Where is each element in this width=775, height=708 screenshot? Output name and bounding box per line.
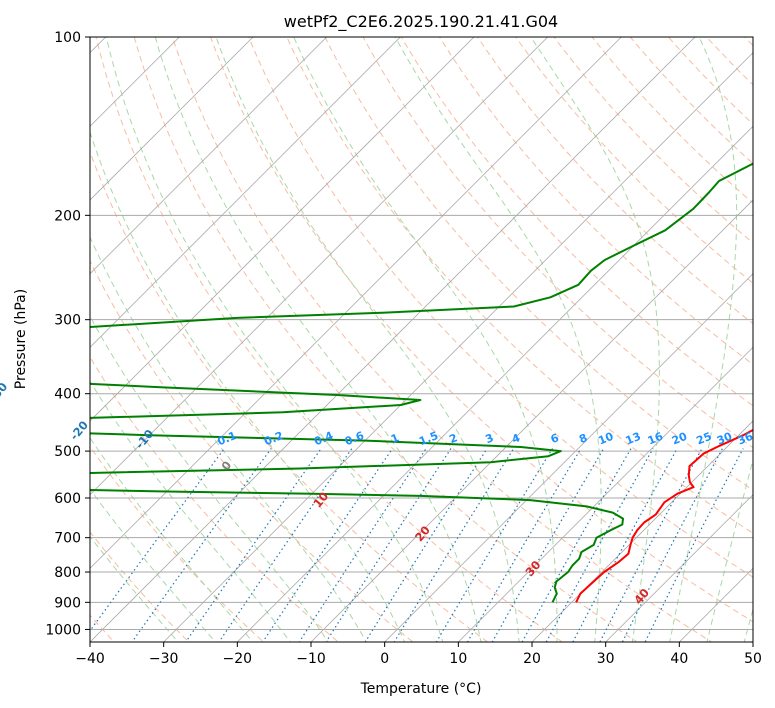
dry-adiabat-line — [209, 37, 753, 623]
isotherm-line — [310, 199, 753, 642]
mixing-ratio-line — [393, 448, 515, 642]
mixing-ratio-label: 3 — [484, 431, 496, 446]
mixing-ratio-label: 25 — [695, 430, 714, 448]
moist-adiabat-line — [154, 37, 482, 642]
x-tick-label: 30 — [597, 651, 615, 667]
isotherms — [90, 37, 753, 642]
temperature-profile-line — [575, 428, 753, 603]
dry-adiabat-line — [286, 37, 753, 534]
y-tick-label: 900 — [54, 595, 81, 611]
moist-adiabat-line — [90, 436, 254, 642]
mixing-ratio-label: 36 — [736, 430, 755, 448]
dewpoint-profile-line — [90, 162, 753, 603]
y-tick-label: 1000 — [45, 622, 81, 638]
mixing-ratio-line — [545, 448, 654, 642]
dry-adiabat-label: -30 — [0, 380, 10, 405]
mixing-ratio-line — [599, 448, 703, 642]
mixing-ratio-label: 1 — [389, 431, 401, 446]
mixing-ratio-line — [218, 448, 353, 642]
isotherm-line — [236, 125, 753, 642]
y-tick-label: 700 — [54, 531, 81, 547]
mixing-ratio-label: 20 — [670, 430, 689, 448]
isobars — [90, 37, 753, 630]
isotherm-line — [90, 37, 401, 348]
isotherm-line — [384, 273, 753, 642]
y-tick-label: 200 — [54, 208, 81, 224]
series-lines — [90, 162, 753, 603]
y-tick-label: 100 — [54, 30, 81, 46]
mixing-ratio-line — [466, 448, 582, 642]
chart-title: wetPf2_C2E6.2025.190.21.41.G04 — [284, 12, 558, 32]
moist-adiabat-line — [530, 37, 660, 642]
y-tick-label: 600 — [54, 491, 81, 507]
mixing-ratio-line — [131, 448, 272, 642]
dry-adiabat-line — [438, 37, 753, 366]
moist-adiabat-line — [394, 37, 602, 642]
dry-adiabat-line — [90, 356, 340, 642]
y-tick-label: 400 — [54, 387, 81, 403]
mixing-ratio-line — [491, 448, 605, 642]
isotherm-line — [531, 420, 753, 642]
mixing-ratio-label: 10 — [596, 430, 615, 448]
dry-adiabat-line — [171, 37, 713, 642]
moist-adiabat-line — [669, 37, 738, 642]
dry-adiabat-line — [95, 37, 564, 642]
x-tick-label: 40 — [670, 651, 688, 667]
mixing-ratio-line — [621, 448, 723, 642]
mixing-ratio-label: 30 — [715, 430, 734, 448]
x-tick-label: 20 — [523, 651, 541, 667]
dry-adiabat-line — [90, 531, 190, 642]
x-tick-label: −20 — [223, 651, 253, 667]
moist-adiabat-line — [90, 535, 179, 642]
x-tick-label: −30 — [149, 651, 179, 667]
x-tick-label: 0 — [380, 651, 389, 667]
mixing-ratio-line — [521, 448, 632, 642]
dry-adiabat-line — [90, 259, 414, 642]
moist-adiabat-line — [293, 37, 558, 642]
mixing-ratio-lines — [90, 448, 744, 642]
moist-adiabat-line — [743, 607, 753, 642]
moist-adiabat-line — [90, 235, 367, 642]
y-tick-label: 800 — [54, 565, 81, 581]
isotherm-line — [90, 37, 254, 201]
plot-area — [90, 37, 753, 642]
isotherm-line — [90, 37, 696, 642]
isotherm-line — [90, 37, 549, 496]
mixing-ratio-label: 13 — [624, 430, 643, 448]
isotherm-line — [605, 494, 753, 642]
x-tick-label: −40 — [75, 651, 105, 667]
x-axis-label: Temperature (°C) — [360, 681, 482, 697]
mixing-ratio-line — [262, 448, 393, 642]
isotherm-line — [457, 346, 753, 642]
x-tick-label: 50 — [744, 651, 762, 667]
mixing-ratio-line — [572, 448, 678, 642]
moist-adiabat-line — [90, 314, 329, 642]
dry-adiabat-line — [400, 37, 753, 407]
y-axis-label: Pressure (hPa) — [13, 289, 29, 389]
x-axis: −40 −30 −20 −10 0 10 20 30 40 50 — [75, 642, 762, 667]
isotherm-line — [163, 52, 753, 642]
isotherm-line — [90, 37, 622, 569]
mixing-ratio-label: 16 — [646, 430, 665, 448]
plot-frame — [89, 36, 754, 643]
y-axis: 100 200 300 400 500 600 700 800 900 1000 — [45, 30, 90, 638]
y-tick-label: 300 — [54, 313, 81, 329]
y-tick-label: 500 — [54, 444, 81, 460]
dry-adiabat-line — [248, 37, 753, 578]
x-tick-label: −10 — [296, 651, 326, 667]
moist-adiabat-line — [215, 37, 520, 642]
mixing-ratio-label: 8 — [577, 431, 589, 446]
moist-adiabat-line — [90, 488, 216, 642]
mixing-ratio-line — [644, 448, 744, 642]
x-tick-label: 10 — [449, 651, 467, 667]
moist-adiabat-line — [90, 380, 291, 642]
isotherm-line — [90, 37, 475, 422]
dry-adiabat-line — [90, 445, 265, 642]
mixing-ratio-label: 2 — [447, 431, 459, 446]
isotherm-line — [90, 37, 328, 275]
dry-adiabat-line — [477, 37, 753, 325]
